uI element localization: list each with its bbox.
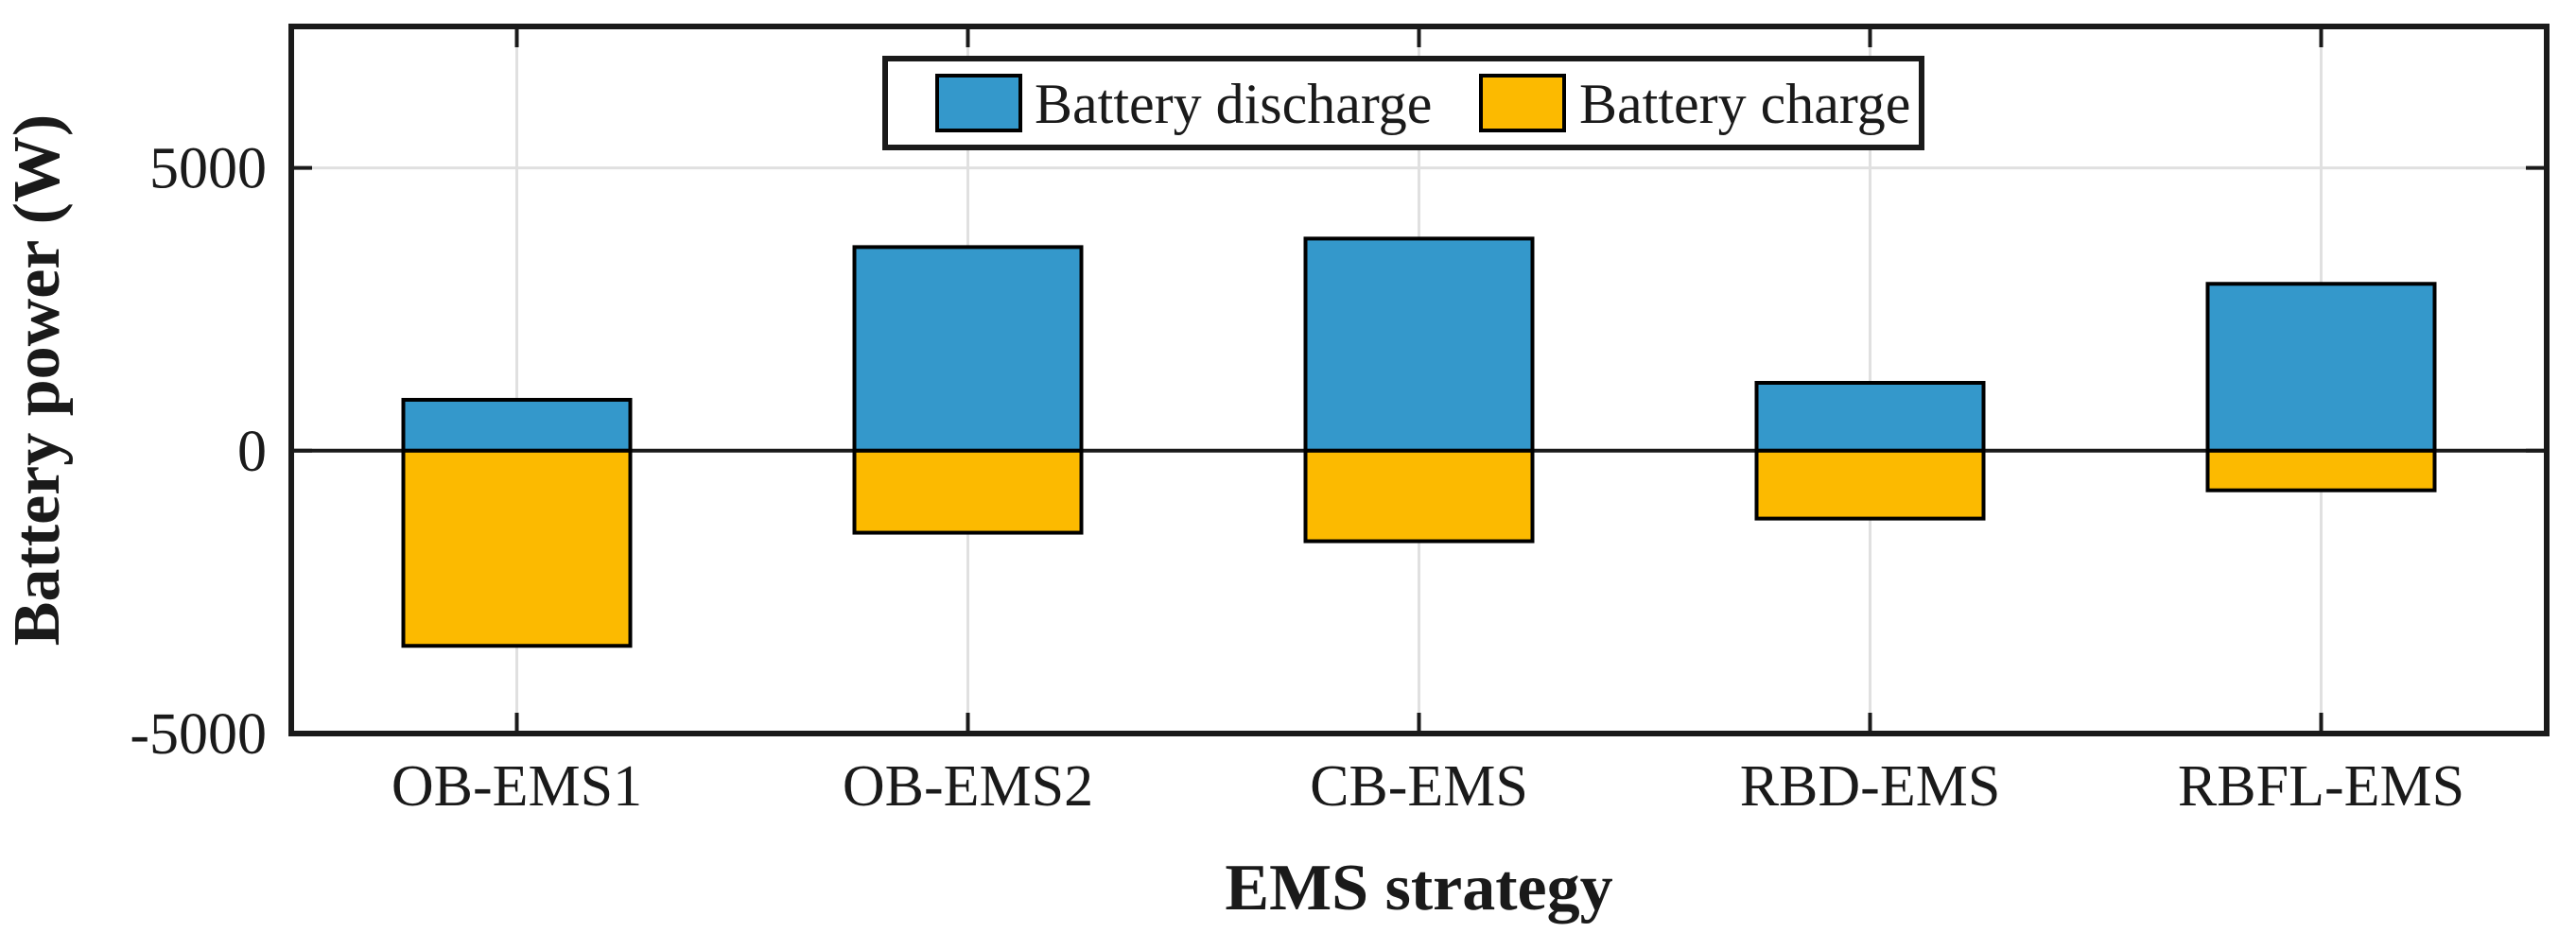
bar-charge-RBFL-EMS xyxy=(2205,448,2437,492)
y-tick-label-5000: 5000 xyxy=(149,137,267,201)
bar-charge-OB-EMS2 xyxy=(852,448,1084,535)
bar-discharge-OB-EMS1 xyxy=(401,397,633,453)
y-tick-label--5000: -5000 xyxy=(130,702,267,767)
legend-box xyxy=(882,56,1924,150)
x-tick-label-RBFL-EMS: RBFL-EMS xyxy=(2178,754,2464,819)
bar-discharge-CB-EMS xyxy=(1303,236,1535,453)
x-tick-label-OB-EMS1: OB-EMS1 xyxy=(392,754,642,819)
bar-discharge-OB-EMS2 xyxy=(852,245,1084,453)
x-tick-label-RBD-EMS: RBD-EMS xyxy=(1740,754,2001,819)
bar-charge-OB-EMS1 xyxy=(401,448,633,648)
bar-discharge-RBFL-EMS xyxy=(2205,282,2437,453)
legend-label-charge: Battery charge xyxy=(1579,73,1910,135)
x-tick-label-OB-EMS2: OB-EMS2 xyxy=(843,754,1093,819)
y-axis-label: Battery power (W) xyxy=(1,114,74,646)
x-axis-label: EMS strategy xyxy=(1225,852,1612,924)
legend-swatch-discharge-icon xyxy=(935,74,1022,132)
y-tick-label-0: 0 xyxy=(237,420,267,484)
bar-charge-RBD-EMS xyxy=(1754,448,1986,521)
bar-discharge-RBD-EMS xyxy=(1754,380,1986,453)
x-tick-label-CB-EMS: CB-EMS xyxy=(1310,754,1528,819)
legend-swatch-charge-icon xyxy=(1479,74,1566,132)
bar-charge-CB-EMS xyxy=(1303,448,1535,544)
legend-label-discharge: Battery discharge xyxy=(1035,73,1432,135)
